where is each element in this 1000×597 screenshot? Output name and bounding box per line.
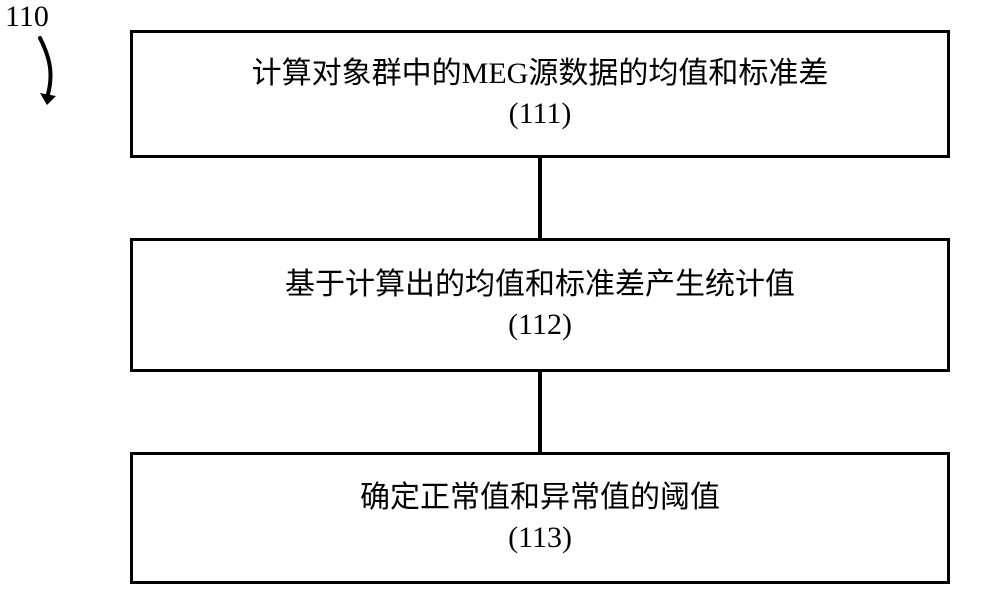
step-title: 基于计算出的均值和标准差产生统计值 xyxy=(285,265,795,306)
step-ref: (113) xyxy=(508,518,572,559)
flowchart-step: 基于计算出的均值和标准差产生统计值 (112) xyxy=(130,238,950,372)
flowchart-step: 确定正常值和异常值的阈值 (113) xyxy=(130,452,950,584)
step-title: 计算对象群中的MEG源数据的均值和标准差 xyxy=(252,54,829,95)
flowchart-connector xyxy=(538,158,542,238)
arrow-head xyxy=(40,93,56,105)
arrow-curve xyxy=(40,38,51,98)
step-title: 确定正常值和异常值的阈值 xyxy=(360,478,720,519)
flowchart-connector xyxy=(538,372,542,452)
step-ref: (112) xyxy=(508,305,572,346)
flowchart-canvas: 110 计算对象群中的MEG源数据的均值和标准差 (111) 基于计算出的均值和… xyxy=(0,0,1000,597)
step-ref: (111) xyxy=(509,94,572,135)
figure-arrow-icon xyxy=(0,0,90,120)
flowchart-step: 计算对象群中的MEG源数据的均值和标准差 (111) xyxy=(130,30,950,158)
